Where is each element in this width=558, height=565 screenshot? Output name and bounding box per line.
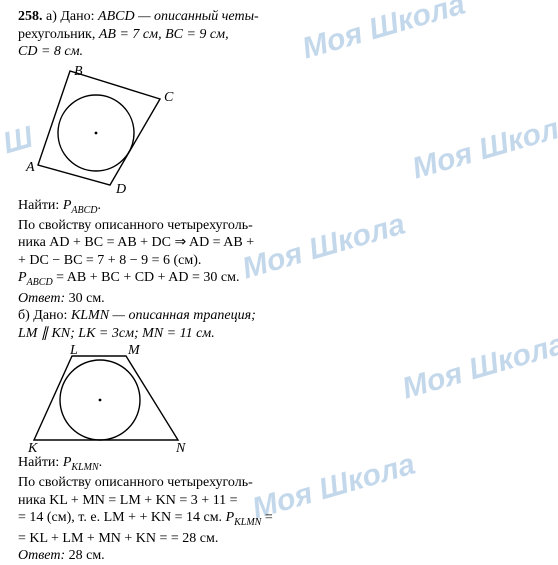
b-sol1: По свойству описанного четырехуголь- (18, 474, 540, 492)
a-sol1: По свойству описанного четырехуголь- (18, 217, 540, 235)
b-ans-label: Ответ: (18, 548, 65, 563)
b-line2: LM ∥ KN; LK = 3см; MN = 11 см. (18, 325, 540, 343)
a-answer: Ответ: 30 см. (18, 290, 540, 308)
b-answer: Ответ: 28 см. (18, 547, 540, 565)
a-ans-label: Ответ: (18, 291, 65, 306)
svg-text:C: C (164, 90, 174, 105)
a-sol3: + DC − BC = 7 + 8 − 9 = 6 (см). (18, 252, 540, 270)
svg-text:N: N (175, 441, 186, 452)
a-sol4-var: P (18, 270, 27, 285)
a-given-2p: рехугольник, (18, 27, 99, 42)
a-sol4-rest: = AB + BC + CD + AD = 30 см. (53, 270, 240, 285)
a-sol4-sub: ABCD (27, 277, 53, 288)
svg-text:B: B (74, 64, 83, 79)
b-ans: 28 см. (65, 548, 105, 563)
b-sol3-prefix: = 14 (см), т. е. LM + + KN = 14 см. (18, 510, 226, 525)
b-find-suffix: . (99, 455, 103, 470)
problem-number: 258. (18, 9, 43, 24)
a-given-label: а) Дано: (46, 9, 95, 24)
svg-text:M: M (127, 344, 141, 358)
a-sol2: ника AD + BC = AB + DC ⇒ AD = AB + (18, 234, 540, 252)
b-find: Найти: PKLMN. (18, 454, 540, 474)
svg-text:D: D (115, 182, 126, 195)
a-bc: BC = 9 см, (165, 27, 229, 42)
a-ab: AB = 7 см, (99, 27, 165, 42)
diagram-a: A B C D (18, 63, 540, 195)
b-given-1: KLMN — описанная трапеция; (67, 308, 255, 323)
b-find-sub: KLMN (71, 462, 98, 473)
diagram-a-svg: A B C D (18, 63, 188, 195)
a-find-sub: ABCD (71, 204, 97, 215)
svg-text:L: L (69, 344, 78, 358)
svg-text:A: A (25, 160, 35, 175)
a-find-suffix: . (98, 198, 102, 213)
diagram-b-svg: K L M N (18, 344, 198, 452)
b-sol3-rest: = (261, 510, 272, 525)
b-sol2: ника KL + MN = LM + KN = 3 + 11 = (18, 492, 540, 510)
b-sol3-var: P (226, 510, 235, 525)
line-2: рехугольник, AB = 7 см, BC = 9 см, (18, 26, 540, 44)
b-sol3: = 14 (см), т. е. LM + + KN = 14 см. PKLM… (18, 509, 540, 529)
b-sol3-sub: KLMN (234, 517, 261, 528)
a-given-1: ABCD — описанный четы- (98, 9, 259, 24)
line-3: CD = 8 см. (18, 43, 540, 61)
a-sol2-t: ника AD + BC = AB + DC ⇒ AD = AB + (18, 235, 254, 250)
b-find-prefix: Найти: (18, 455, 63, 470)
line-1: 258. а) Дано: ABCD — описанный четы- (18, 8, 540, 26)
b-sol4: = KL + LM + MN + KN = = 28 см. (18, 530, 540, 548)
a-ans: 30 см. (65, 291, 105, 306)
a-find-prefix: Найти: (18, 198, 63, 213)
svg-text:K: K (27, 441, 38, 452)
diagram-b: K L M N (18, 344, 540, 452)
b-line1: б) Дано: KLMN — описанная трапеция; (18, 307, 540, 325)
b-given-label: б) Дано: (18, 308, 67, 323)
a-sol4: PABCD = AB + BC + CD + AD = 30 см. (18, 269, 540, 289)
page-content: 258. а) Дано: ABCD — описанный четы- рех… (18, 8, 540, 565)
a-find: Найти: PABCD. (18, 197, 540, 217)
